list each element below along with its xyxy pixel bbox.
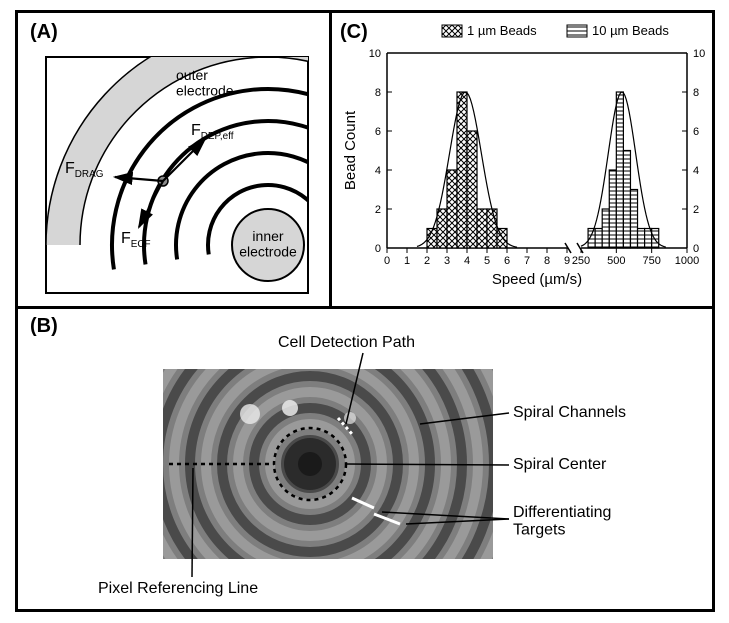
- svg-text:4: 4: [375, 165, 381, 177]
- panel-c: (C) 1 µm Beads10 µm Beads002244668810100…: [332, 13, 712, 309]
- svg-text:10: 10: [693, 48, 705, 60]
- svg-text:1 µm Beads: 1 µm Beads: [467, 23, 537, 38]
- panel-c-label: (C): [340, 21, 368, 44]
- svg-text:500: 500: [607, 255, 625, 267]
- panel-a: (A) innerelectrodeouterelectrodeFDEP,eff…: [18, 13, 332, 309]
- panel-a-label: (A): [30, 21, 58, 44]
- svg-text:2: 2: [424, 255, 430, 267]
- panel-b-svg: Cell Detection Path Spiral Channels Spiral…: [18, 309, 712, 609]
- svg-text:250: 250: [572, 255, 590, 267]
- svg-text:6: 6: [375, 126, 381, 138]
- svg-text:0: 0: [384, 255, 390, 267]
- svg-text:2: 2: [375, 204, 381, 216]
- svg-text:0: 0: [693, 243, 699, 255]
- svg-text:2: 2: [693, 204, 699, 216]
- svg-text:6: 6: [504, 255, 510, 267]
- svg-text:6: 6: [693, 126, 699, 138]
- svg-text:4: 4: [693, 165, 699, 177]
- svg-text:0: 0: [375, 243, 381, 255]
- svg-text:1000: 1000: [675, 255, 699, 267]
- svg-text:Cell Detection Path: Cell Detection Path: [278, 334, 415, 351]
- panel-b-label: (B): [30, 315, 58, 338]
- svg-text:7: 7: [524, 255, 530, 267]
- svg-text:9: 9: [564, 255, 570, 267]
- svg-text:4: 4: [464, 255, 470, 267]
- svg-text:750: 750: [642, 255, 660, 267]
- svg-text:8: 8: [544, 255, 550, 267]
- svg-text:10 µm Beads: 10 µm Beads: [592, 23, 669, 38]
- svg-text:Speed (µm/s): Speed (µm/s): [492, 271, 582, 288]
- svg-text:3: 3: [444, 255, 450, 267]
- panel-a-svg: innerelectrodeouterelectrodeFDEP,effFDRA…: [18, 13, 332, 309]
- svg-text:8: 8: [375, 87, 381, 99]
- svg-text:Pixel Referencing Line: Pixel Referencing Line: [98, 580, 258, 597]
- panel-c-svg: 1 µm Beads10 µm Beads0022446688101001234…: [332, 13, 712, 309]
- svg-text:Spiral Center: Spiral Center: [513, 456, 607, 473]
- svg-text:Bead Count: Bead Count: [342, 110, 359, 190]
- svg-text:1: 1: [404, 255, 410, 267]
- svg-text:10: 10: [369, 48, 381, 60]
- svg-text:Spiral Channels: Spiral Channels: [513, 404, 626, 421]
- svg-text:DifferentiatingTargets: DifferentiatingTargets: [513, 504, 611, 539]
- outer-border: (A) innerelectrodeouterelectrodeFDEP,eff…: [15, 10, 715, 612]
- svg-text:5: 5: [484, 255, 490, 267]
- svg-text:8: 8: [693, 87, 699, 99]
- figure-root: (A) innerelectrodeouterelectrodeFDEP,eff…: [0, 0, 729, 623]
- panel-b: (B) Cell Detection Path Spiral Channels Sp…: [18, 309, 712, 609]
